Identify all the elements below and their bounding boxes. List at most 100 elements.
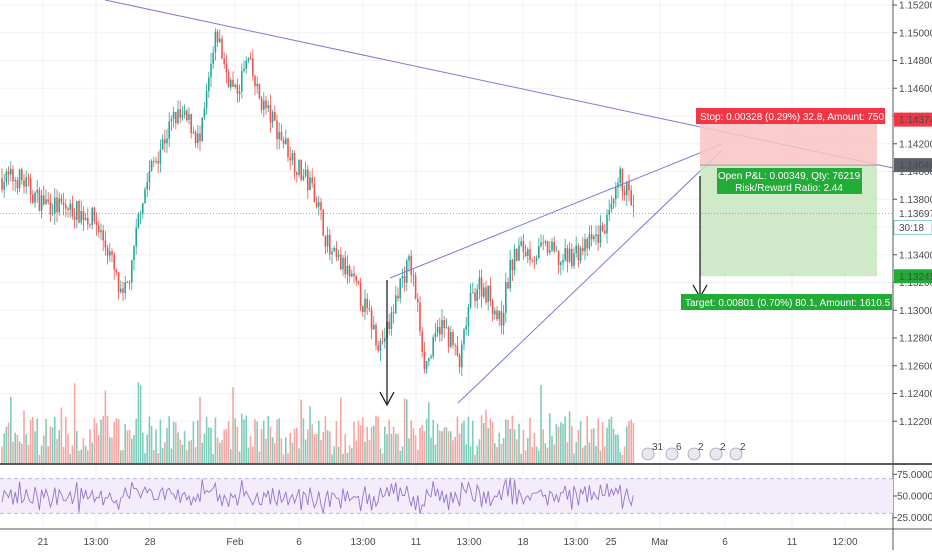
candle-body (430, 356, 432, 359)
candle-body (395, 295, 397, 314)
volume-bar (157, 453, 159, 463)
candle-body (87, 217, 89, 225)
volume-bar (344, 434, 346, 463)
volume-bar (276, 419, 278, 463)
volume-bar (430, 437, 432, 463)
volume-bar (549, 413, 551, 463)
volume-bar (373, 425, 375, 463)
candle-body (287, 138, 289, 158)
stop-label-box (696, 108, 885, 124)
volume-bar (80, 449, 82, 463)
candle-body (377, 345, 379, 351)
candle-body (428, 358, 430, 362)
event-flag-icon (709, 447, 723, 461)
candle-body (392, 312, 395, 314)
price-tick-label: 1.12200 (899, 417, 932, 428)
volume-bar (500, 443, 503, 463)
time-tick-label: 11 (411, 537, 422, 548)
candle-body (511, 259, 514, 271)
volume-bar (225, 429, 228, 463)
candle-body (21, 169, 23, 181)
volume-bar (496, 447, 498, 463)
time-tick-label: Mar (651, 537, 669, 548)
candle-body (216, 31, 219, 43)
candle-body (23, 180, 25, 187)
volume-bar (439, 430, 441, 463)
candle-body (12, 169, 14, 182)
candle-body (278, 131, 280, 140)
rsi-tick-label: 75.0000 (897, 470, 932, 481)
volume-bar (406, 399, 408, 463)
candle-body (236, 84, 239, 94)
volume-bar (54, 416, 56, 463)
candle-body (621, 168, 624, 192)
volume-bar (93, 418, 96, 463)
volume-bar (1, 446, 3, 463)
candle-body (555, 250, 558, 252)
candle-body (520, 241, 522, 246)
volume-bar (626, 426, 628, 463)
candle-body (461, 344, 463, 368)
candle-body (489, 285, 492, 302)
candle-body (353, 273, 355, 277)
price-tick-label: 1.13800 (899, 195, 932, 206)
volume-bar (467, 416, 470, 463)
candle-body (234, 84, 236, 87)
candle-body (597, 234, 599, 243)
candle-body (364, 298, 366, 313)
candle-body (179, 109, 181, 118)
current-price-tag (894, 158, 932, 173)
candle-body (419, 302, 421, 332)
volume-bar (155, 429, 157, 463)
volume-bar (390, 433, 393, 463)
candle-body (478, 277, 481, 290)
volume-bar (205, 416, 208, 463)
candle-body (227, 72, 230, 88)
volume-bar (271, 437, 274, 463)
volume-bar (582, 447, 584, 463)
candle-body (397, 295, 399, 299)
volume-bar (260, 428, 263, 463)
price-tick-label: 1.12600 (899, 361, 932, 372)
candle-body (610, 203, 613, 210)
candle-body (439, 327, 441, 335)
volume-bar (544, 443, 547, 463)
volume-bar (443, 427, 445, 463)
candle-body (241, 71, 243, 92)
candle-body (245, 60, 247, 69)
candle-body (276, 120, 278, 140)
time-tick-label: 13:00 (456, 537, 481, 548)
candle-body (65, 205, 67, 209)
candle-body (566, 248, 569, 262)
candle-body (102, 230, 104, 241)
candle-body (564, 248, 566, 261)
candle-body (584, 239, 586, 252)
candle-body (82, 211, 85, 221)
candle-body (109, 251, 111, 256)
candle-body (150, 161, 153, 172)
volume-bar (100, 419, 102, 463)
volume-bar (403, 398, 406, 463)
volume-bar (192, 421, 195, 463)
candle-body (366, 298, 368, 308)
candle-body (632, 205, 635, 207)
candle-body (368, 307, 371, 310)
stop-price-tag (894, 112, 932, 127)
candle-body (601, 225, 604, 231)
candle-body (326, 234, 329, 247)
candle-body (359, 283, 362, 307)
volume-bar (278, 418, 280, 463)
volume-bar (65, 417, 67, 463)
candle-body (443, 320, 445, 329)
volume-bar (458, 433, 461, 463)
volume-bar (43, 435, 45, 463)
candle-body (337, 254, 340, 257)
volume-bar (417, 449, 419, 463)
candle-body (73, 216, 76, 220)
candle-body (203, 108, 206, 118)
price-tick-label: 1.15000 (899, 28, 932, 39)
candle-body (208, 77, 210, 92)
candle-body (630, 190, 632, 206)
